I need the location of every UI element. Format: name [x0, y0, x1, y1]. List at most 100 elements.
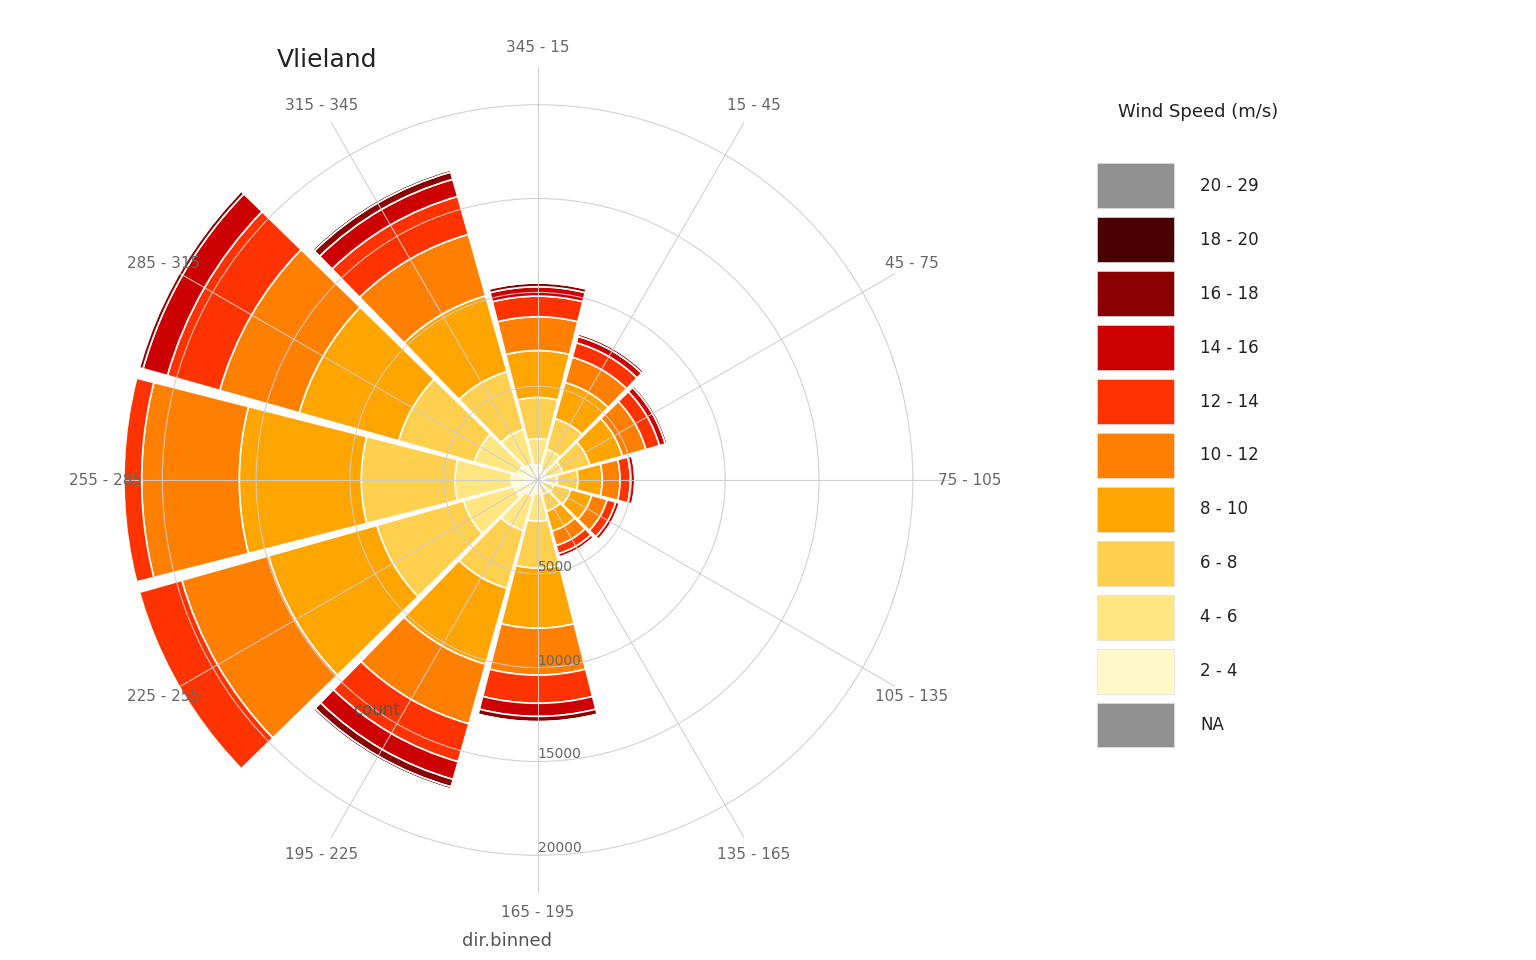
Bar [518, 397, 558, 440]
Bar [601, 401, 647, 456]
Bar [559, 538, 594, 559]
Bar [535, 465, 541, 480]
Bar [579, 332, 645, 371]
Text: 6 - 8: 6 - 8 [1200, 554, 1238, 572]
Bar [628, 388, 665, 445]
Text: 12 - 14: 12 - 14 [1200, 393, 1258, 411]
Bar [488, 282, 587, 289]
Bar [562, 490, 591, 519]
Bar [45, 359, 91, 601]
Bar [313, 170, 450, 251]
Bar [167, 211, 301, 391]
Bar [488, 281, 587, 288]
Bar [573, 343, 637, 389]
Bar [312, 169, 450, 250]
Bar [181, 556, 338, 738]
Text: dir.binned: dir.binned [462, 932, 551, 950]
Bar [493, 296, 582, 322]
Bar [542, 492, 561, 512]
Bar [124, 581, 273, 780]
Bar [482, 669, 593, 704]
Bar [628, 456, 634, 504]
Bar [559, 539, 594, 559]
Bar [576, 464, 602, 496]
Bar [313, 708, 452, 789]
Bar [579, 333, 644, 371]
Bar [1097, 540, 1174, 586]
Bar [312, 710, 450, 791]
Bar [490, 624, 585, 675]
Bar [313, 710, 450, 790]
Bar [32, 355, 60, 605]
Bar [501, 565, 574, 628]
Bar [141, 382, 249, 578]
Bar [541, 449, 559, 472]
Bar [361, 437, 458, 523]
Bar [544, 462, 562, 477]
Bar [312, 168, 450, 249]
Bar [501, 492, 533, 531]
Text: 18 - 20: 18 - 20 [1200, 230, 1258, 249]
Bar [75, 367, 154, 593]
Bar [488, 281, 587, 288]
Bar [538, 480, 541, 485]
Bar [220, 250, 359, 413]
Bar [599, 504, 621, 540]
Text: 10 - 12: 10 - 12 [1200, 446, 1258, 465]
Bar [143, 194, 263, 375]
Bar [132, 186, 244, 369]
Bar [459, 517, 524, 588]
Bar [488, 283, 587, 293]
Bar [556, 470, 578, 490]
Bar [634, 385, 668, 444]
Bar [634, 455, 637, 505]
Bar [538, 473, 547, 480]
Bar [633, 456, 637, 504]
Bar [478, 716, 598, 724]
Bar [478, 709, 598, 722]
Bar [634, 385, 668, 444]
Bar [127, 183, 233, 365]
Bar [359, 234, 485, 343]
Text: NA: NA [1200, 716, 1224, 734]
Bar [550, 485, 571, 504]
Bar [376, 501, 482, 596]
Bar [78, 609, 197, 813]
Text: 20 - 29: 20 - 29 [1200, 177, 1258, 195]
Text: 16 - 18: 16 - 18 [1200, 285, 1258, 302]
Bar [479, 696, 596, 716]
Bar [129, 183, 237, 366]
Bar [578, 495, 607, 531]
Bar [596, 502, 619, 540]
Bar [525, 480, 538, 496]
Bar [404, 296, 507, 399]
Bar [515, 480, 538, 497]
Bar [315, 172, 453, 256]
Bar [80, 609, 198, 811]
Bar [84, 604, 209, 808]
Bar [321, 689, 458, 780]
Bar [527, 439, 548, 466]
Bar [565, 357, 627, 407]
Text: 4 - 6: 4 - 6 [1200, 609, 1238, 626]
Bar [269, 525, 418, 675]
Bar [634, 455, 637, 505]
Bar [559, 539, 594, 559]
Bar [475, 434, 522, 474]
Bar [1097, 325, 1174, 370]
Bar [1097, 703, 1174, 748]
Bar [556, 442, 590, 473]
Bar [601, 504, 622, 540]
Bar [332, 197, 468, 298]
Bar [578, 334, 644, 373]
Bar [631, 456, 636, 504]
Bar [490, 287, 585, 301]
Bar [559, 539, 594, 559]
Bar [535, 480, 541, 493]
Bar [525, 464, 538, 480]
Bar [1097, 163, 1174, 208]
Bar [25, 353, 41, 607]
Bar [319, 180, 458, 269]
Bar [1097, 272, 1174, 316]
Bar [544, 475, 558, 485]
